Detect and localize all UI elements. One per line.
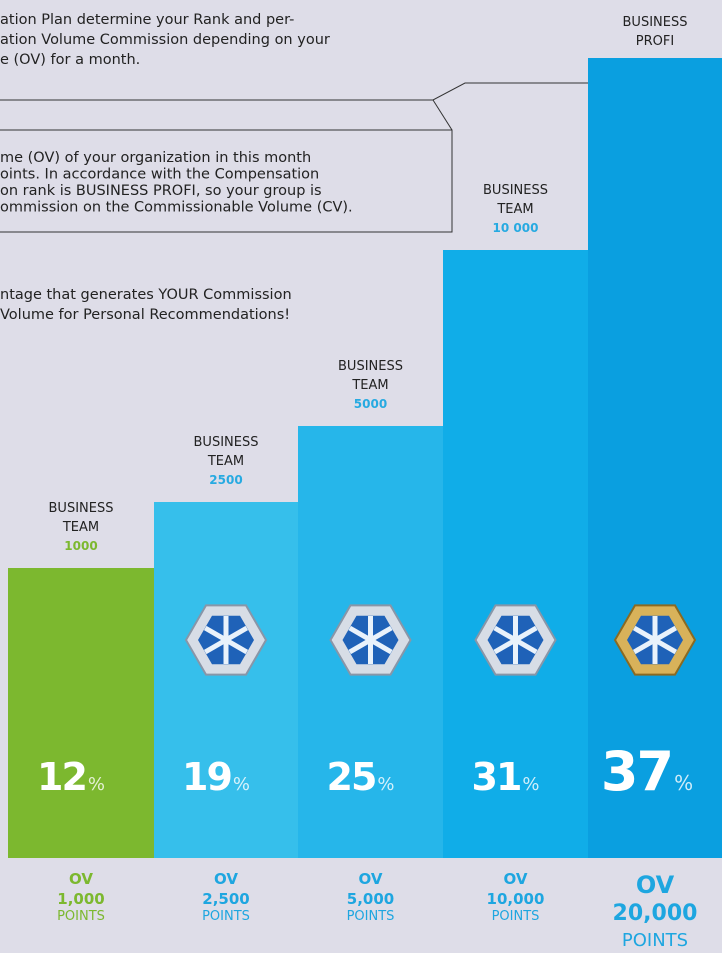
- rank-name: TEAM: [496, 202, 533, 217]
- icon-ray: [493, 625, 538, 655]
- ov-points: 5,000: [347, 890, 394, 908]
- ov-unit: POINTS: [347, 909, 395, 924]
- ov-label: OV: [214, 870, 238, 888]
- percent-sign: %: [377, 774, 394, 795]
- rank-icon: [184, 604, 268, 676]
- ov-label: OV: [359, 870, 383, 888]
- percent-value: 25: [327, 755, 376, 799]
- icon-ray: [203, 625, 249, 655]
- ov-unit: POINTS: [492, 909, 540, 924]
- rank-icon: [474, 604, 557, 676]
- percent: 31%: [472, 755, 540, 799]
- rank-bar: [588, 58, 722, 858]
- rank-name: BUSINESS: [49, 501, 114, 516]
- percent-value: 37: [601, 740, 672, 803]
- rank-name: BUSINESS: [194, 435, 259, 450]
- ov-points: 10,000: [487, 890, 545, 908]
- rank-icon: [329, 604, 412, 676]
- percent-value: 12: [37, 755, 86, 799]
- paragraph-line: me (OV) of your organization in this mon…: [0, 150, 311, 166]
- percent-value: 31: [472, 755, 521, 799]
- rank-name: BUSINESS: [483, 183, 548, 198]
- percent: 19%: [182, 755, 250, 799]
- rank-name: BUSINESS: [623, 15, 688, 30]
- percent-sign: %: [88, 774, 105, 795]
- ov-unit: POINTS: [57, 909, 105, 924]
- ov-unit: POINTS: [202, 909, 250, 924]
- note-box: [0, 129, 453, 233]
- ov-points: 1,000: [57, 890, 104, 908]
- rank-name: TEAM: [351, 378, 388, 393]
- ov-label: OV: [69, 870, 93, 888]
- percent-sign: %: [674, 771, 693, 795]
- connector: [0, 82, 650, 101]
- paragraph-line: on rank is BUSINESS PROFI, so your group…: [0, 183, 322, 199]
- percent-sign: %: [233, 774, 250, 795]
- ov-label: OV: [504, 870, 528, 888]
- rank-level: 10 000: [493, 221, 539, 235]
- paragraph-line: oints. In accordance with the Compensati…: [0, 167, 319, 183]
- percent: 37%: [601, 740, 693, 803]
- rank-level: 2500: [209, 473, 242, 487]
- rank-level: 1000: [64, 539, 97, 553]
- icon-ray: [632, 625, 678, 655]
- rank-bar: [8, 568, 154, 858]
- paragraph-line: ommission on the Commissionable Volume (…: [0, 200, 353, 216]
- rank-bar: [443, 250, 588, 858]
- ov-points: 2,500: [202, 890, 249, 908]
- connector: [432, 99, 453, 131]
- paragraph-line: ntage that generates YOUR Commission: [0, 287, 292, 303]
- percent: 25%: [327, 755, 395, 799]
- ov-label: OV: [636, 871, 675, 899]
- paragraph-line: ation Plan determine your Rank and per-: [0, 12, 294, 28]
- paragraph-line: Volume for Personal Recommendations!: [0, 307, 290, 323]
- icon-ray: [348, 625, 393, 655]
- percent-sign: %: [522, 774, 539, 795]
- ov-points: 20,000: [613, 901, 698, 926]
- paragraph-line: e (OV) for a month.: [0, 52, 140, 68]
- percent: 12%: [37, 755, 105, 799]
- rank-level: 5000: [354, 397, 387, 411]
- ov-unit: POINTS: [622, 930, 688, 951]
- paragraph-line: ation Volume Commission depending on you…: [0, 32, 330, 48]
- rank-name: TEAM: [207, 454, 244, 469]
- rank-name: TEAM: [62, 520, 99, 535]
- percent-value: 19: [182, 755, 231, 799]
- rank-name: BUSINESS: [338, 359, 403, 374]
- rank-name: PROFI: [636, 34, 674, 49]
- rank-bar: [154, 502, 298, 858]
- rank-icon: [613, 604, 697, 676]
